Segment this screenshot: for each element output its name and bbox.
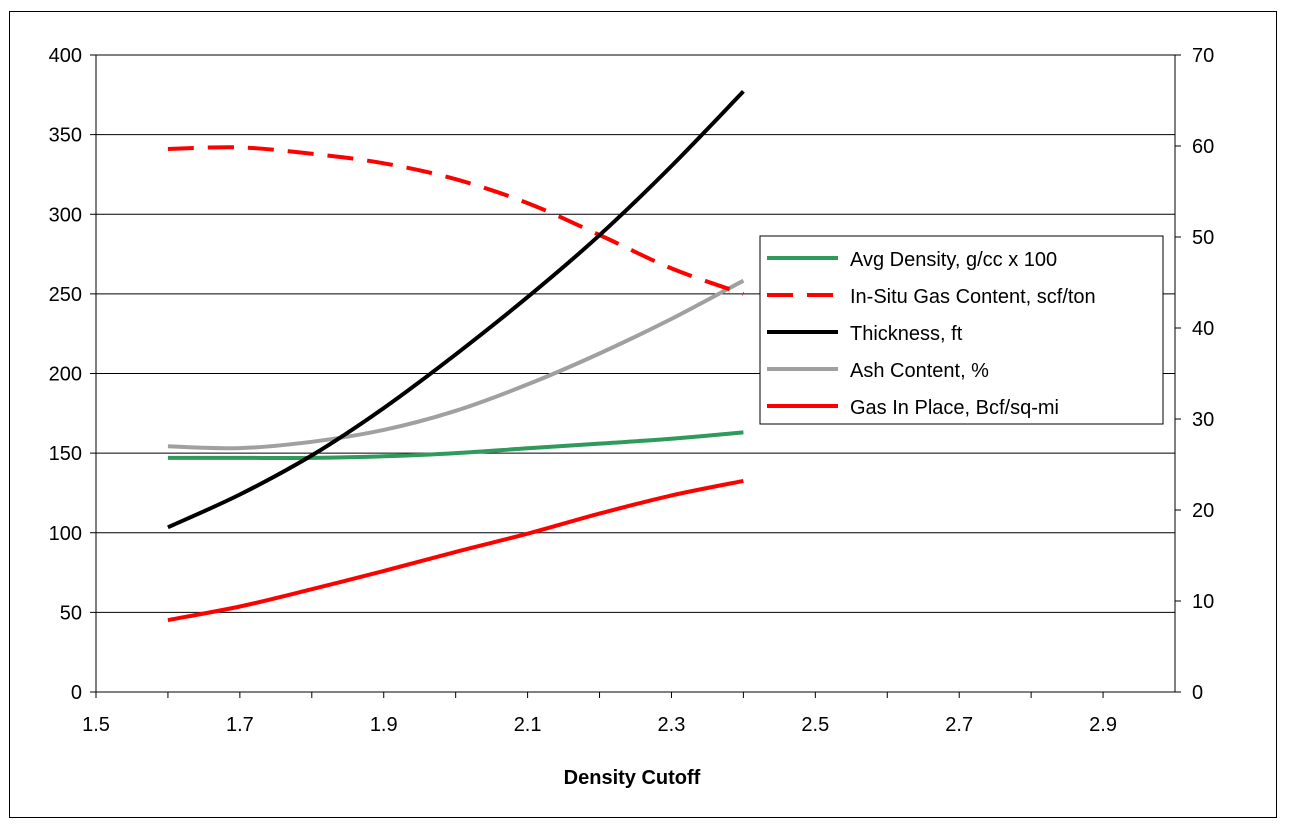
legend-label-2: Thickness, ft [850, 323, 963, 345]
y2-tick-label: 70 [1192, 45, 1214, 67]
legend-label-3: Ash Content, % [850, 360, 989, 382]
legend-label-4: Gas In Place, Bcf/sq-mi [850, 397, 1059, 419]
y2-tick-label: 40 [1192, 318, 1214, 340]
legend-label-0: Avg Density, g/cc x 100 [850, 249, 1057, 271]
series-line-2 [167, 90, 745, 530]
x-axis-title: Density Cutoff [564, 767, 701, 789]
y2-tick-label: 60 [1192, 136, 1214, 158]
series-line-0 [167, 430, 744, 461]
x-tick-label: 1.9 [370, 714, 398, 736]
y-tick-label: 100 [49, 523, 82, 545]
series-line-4 [167, 478, 744, 623]
series-line-1 [167, 145, 745, 296]
x-tick-label: 2.5 [801, 714, 829, 736]
y-tick-label: 0 [71, 682, 82, 704]
axes [90, 54, 1181, 698]
tick-labels: 0 50 100 150 200 250 300 350 400 0 10 20 30 40 50 60 70 1… [49, 45, 1215, 736]
y2-tick-label: 0 [1192, 682, 1203, 704]
x-tick-label: 1.7 [226, 714, 254, 736]
y-tick-label: 400 [49, 45, 82, 67]
y-tick-label: 150 [49, 443, 82, 465]
x-tick-label: 2.9 [1089, 714, 1117, 736]
y-tick-label: 50 [60, 602, 82, 624]
x-tick-label: 2.1 [514, 714, 542, 736]
y2-tick-label: 30 [1192, 409, 1214, 431]
y-tick-label: 250 [49, 284, 82, 306]
y2-tick-label: 20 [1192, 500, 1214, 522]
y-tick-label: 300 [49, 204, 82, 226]
series-lines [167, 90, 745, 623]
y-tick-label: 350 [49, 125, 82, 147]
series-line-3 [167, 278, 745, 451]
x-tick-label: 2.3 [658, 714, 686, 736]
x-tick-label: 1.5 [82, 714, 110, 736]
legend: Avg Density, g/cc x 100 In-Situ Gas Conte… [759, 235, 1164, 425]
y-tick-label: 200 [49, 364, 82, 386]
y2-tick-label: 10 [1192, 591, 1214, 613]
legend-label-1: In-Situ Gas Content, scf/ton [850, 286, 1096, 308]
x-tick-label: 2.7 [945, 714, 973, 736]
y2-tick-label: 50 [1192, 227, 1214, 249]
gridlines [96, 54, 1175, 613]
